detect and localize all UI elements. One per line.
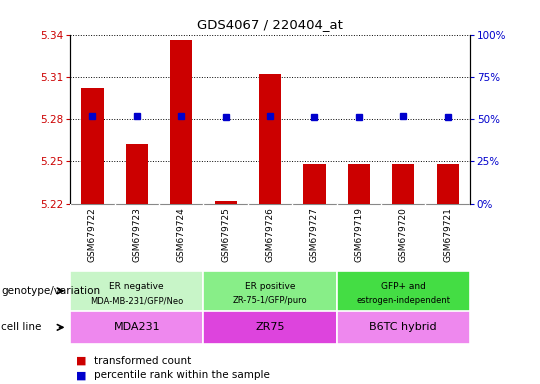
Text: cell line: cell line xyxy=(1,322,42,333)
Bar xyxy=(303,164,326,204)
Bar xyxy=(82,88,104,204)
Text: ■: ■ xyxy=(76,370,86,380)
Text: GSM679721: GSM679721 xyxy=(443,207,452,262)
Text: MDA-MB-231/GFP/Neo: MDA-MB-231/GFP/Neo xyxy=(90,296,184,305)
Text: ER negative: ER negative xyxy=(110,281,164,291)
Text: genotype/variation: genotype/variation xyxy=(1,286,100,296)
Bar xyxy=(126,144,148,204)
Text: ZR-75-1/GFP/puro: ZR-75-1/GFP/puro xyxy=(233,296,307,305)
Text: GSM679725: GSM679725 xyxy=(221,207,230,262)
Bar xyxy=(70,271,204,311)
Bar xyxy=(204,311,336,344)
Text: ER positive: ER positive xyxy=(245,281,295,291)
Text: GSM679719: GSM679719 xyxy=(354,207,363,262)
Text: GSM679726: GSM679726 xyxy=(266,207,274,262)
Text: GFP+ and: GFP+ and xyxy=(381,281,426,291)
Bar xyxy=(436,164,458,204)
Bar xyxy=(70,311,204,344)
Text: GSM679720: GSM679720 xyxy=(399,207,408,262)
Text: estrogen-independent: estrogen-independent xyxy=(356,296,450,305)
Text: ■: ■ xyxy=(76,356,86,366)
Bar xyxy=(170,40,192,204)
Text: B6TC hybrid: B6TC hybrid xyxy=(369,322,437,333)
Bar xyxy=(336,271,470,311)
Text: GSM679727: GSM679727 xyxy=(310,207,319,262)
Text: MDA231: MDA231 xyxy=(113,322,160,333)
Text: GSM679722: GSM679722 xyxy=(88,207,97,262)
Bar xyxy=(348,164,370,204)
Text: GSM679724: GSM679724 xyxy=(177,207,186,262)
Bar xyxy=(336,311,470,344)
Bar xyxy=(259,74,281,204)
Text: transformed count: transformed count xyxy=(94,356,192,366)
Text: GSM679723: GSM679723 xyxy=(132,207,141,262)
Title: GDS4067 / 220404_at: GDS4067 / 220404_at xyxy=(197,18,343,31)
Bar xyxy=(214,201,237,204)
Text: ZR75: ZR75 xyxy=(255,322,285,333)
Bar xyxy=(204,271,336,311)
Text: percentile rank within the sample: percentile rank within the sample xyxy=(94,370,271,380)
Bar xyxy=(392,164,414,204)
